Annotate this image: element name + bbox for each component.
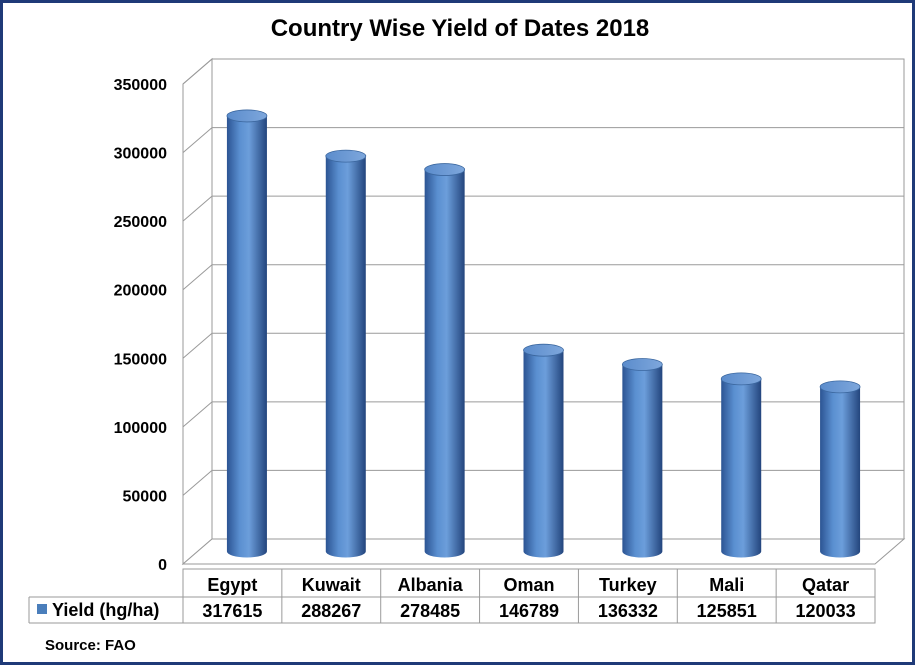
y-tick-label: 300000 xyxy=(114,146,167,163)
bar-top xyxy=(819,380,861,394)
bar-body xyxy=(424,169,465,558)
data-table: Egypt 317615 Kuwait 288267 Albania 278485 Oman… xyxy=(28,568,876,624)
chart-title: Country Wise Yield of Dates 2018 xyxy=(271,15,650,42)
value-label: 278485 xyxy=(400,601,460,621)
bar xyxy=(424,163,466,558)
y-tick-label: 200000 xyxy=(114,283,167,300)
side-wall xyxy=(182,57,213,566)
value-label: 146789 xyxy=(499,601,559,621)
bar-body xyxy=(622,364,663,558)
bar-body xyxy=(523,350,564,558)
bar-top xyxy=(523,343,564,357)
bar xyxy=(720,372,762,558)
bar-body xyxy=(721,378,762,558)
category-label: Mali xyxy=(709,575,744,595)
bar-top xyxy=(424,163,466,176)
bar-top xyxy=(325,149,367,163)
gridline xyxy=(182,58,904,85)
y-tick-label: 50000 xyxy=(123,488,168,505)
value-label: 288267 xyxy=(301,601,361,621)
category-label: Kuwait xyxy=(302,575,361,595)
y-tick-label: 150000 xyxy=(114,351,167,368)
category-label: Oman xyxy=(503,575,554,595)
chart-canvas: Country Wise Yield of Dates 2018 0 50000 1… xyxy=(28,15,906,654)
bars xyxy=(226,109,861,558)
bar-top xyxy=(621,358,663,371)
gridline xyxy=(182,127,904,153)
bar-body xyxy=(325,156,366,558)
y-tick-label: 0 xyxy=(158,557,167,574)
bar xyxy=(325,149,367,558)
value-label: 120033 xyxy=(796,601,856,621)
gridline xyxy=(182,195,904,222)
bar-top xyxy=(226,109,268,123)
table-body xyxy=(182,568,876,624)
bar-body xyxy=(820,386,861,558)
y-tick-label: 350000 xyxy=(114,77,167,94)
value-label: 125851 xyxy=(697,601,757,621)
category-label: Egypt xyxy=(207,575,257,595)
gridline xyxy=(182,401,904,428)
gridline xyxy=(182,332,904,359)
bar-body xyxy=(226,115,267,558)
bar xyxy=(226,109,268,558)
category-label: Turkey xyxy=(599,575,657,595)
y-tick-label: 250000 xyxy=(114,214,167,231)
gridline xyxy=(182,264,904,291)
gridline xyxy=(182,469,904,496)
value-label: 136332 xyxy=(598,601,658,621)
source-note: Source: FAO xyxy=(45,637,136,654)
y-tick-label: 100000 xyxy=(114,420,167,437)
bar xyxy=(819,380,861,558)
bar-top xyxy=(720,372,762,386)
bar xyxy=(523,343,564,558)
legend-label: Yield (hg/ha) xyxy=(52,600,159,620)
category-label: Albania xyxy=(398,575,464,595)
legend-swatch xyxy=(37,604,47,614)
value-label: 317615 xyxy=(202,601,262,621)
category-label: Qatar xyxy=(802,575,849,595)
bar xyxy=(621,358,663,558)
